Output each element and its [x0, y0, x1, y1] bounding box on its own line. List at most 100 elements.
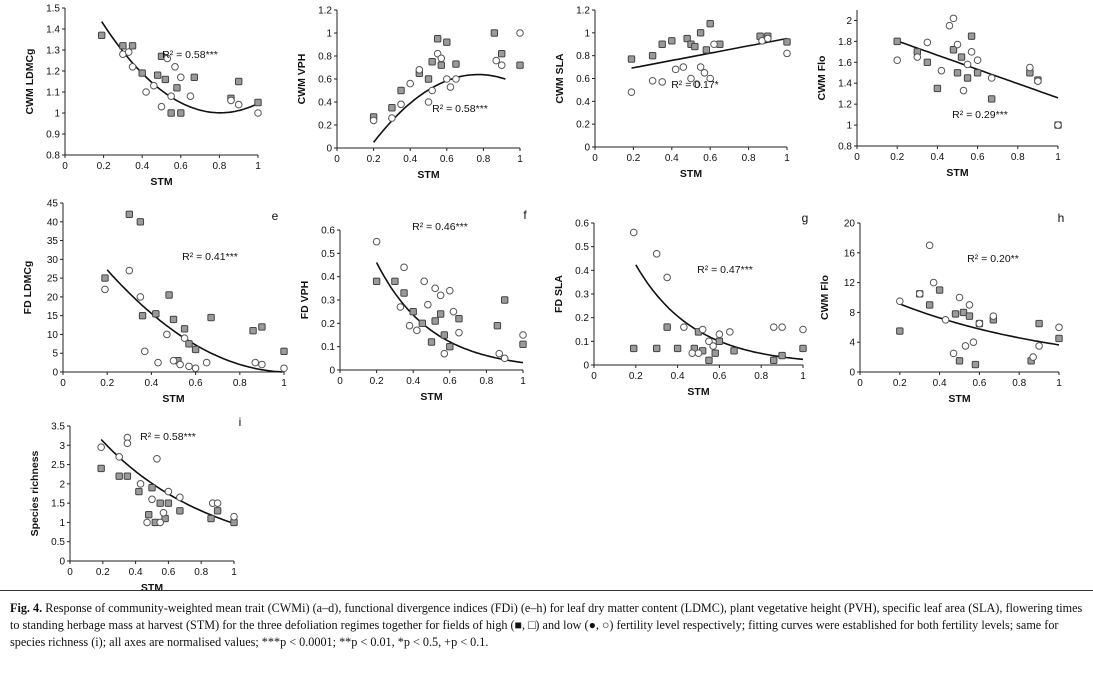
y-tick-label: 0.5: [575, 242, 589, 253]
data-point-square: [424, 75, 433, 83]
y-tick-label: 1.8: [838, 37, 852, 48]
data-point-circle: [671, 65, 680, 74]
data-point-circle: [185, 362, 193, 371]
data-point-square: [925, 301, 934, 309]
x-axis-label: STM: [162, 393, 184, 405]
data-point-square: [702, 46, 711, 54]
data-point-square: [519, 340, 527, 349]
y-tick-label: 1: [59, 518, 65, 529]
chart-h-svg: 0 0.2 0.4 0.6 0.8 1 0 4 8 12 16 20 STM CWM Flo R² = 0.…: [819, 211, 1064, 405]
x-tick-label: 1: [1056, 378, 1062, 389]
y-tick-label: 12: [844, 278, 856, 289]
y-tick-label: 1.2: [576, 6, 590, 17]
data-point-circle: [428, 86, 436, 95]
data-point-square: [135, 487, 143, 496]
data-point-circle: [258, 360, 266, 369]
data-point-circle: [97, 443, 105, 452]
data-point-circle: [136, 480, 145, 488]
chart-d-svg: 0 0.2 0.4 0.6 0.8 1 0.8 1 1.2 1.4 1.6 1.8 2 STM CWM Fl…: [816, 10, 1062, 179]
data-point-square: [440, 331, 449, 339]
x-tick-label: 0.8: [1011, 152, 1025, 163]
x-tick-label: 0.6: [161, 567, 175, 578]
trend-line: [372, 73, 506, 143]
y-tick-label: 5: [52, 349, 58, 360]
panel-c: 0 0.2 0.4 0.6 0.8 1 0 0.2 0.4 0.6 0.8 1 1.2 STM CWM SL…: [550, 0, 805, 195]
data-point-square: [715, 337, 724, 346]
data-point-square: [923, 58, 932, 67]
y-tick-label: 0.4: [576, 97, 590, 108]
data-point-square: [97, 31, 106, 39]
data-point-circle: [893, 56, 901, 65]
y-tick-label: 0.6: [576, 74, 590, 85]
data-point-square: [443, 38, 451, 46]
data-point-circle: [142, 88, 150, 96]
data-point-circle: [953, 40, 962, 49]
y-tick-label: 0: [849, 368, 855, 379]
data-point-square: [663, 323, 671, 331]
data-point-circle: [705, 337, 713, 346]
data-point-square: [493, 321, 502, 330]
trend-line: [101, 21, 259, 114]
r-squared-label: R² = 0.29***: [952, 109, 1008, 121]
data-point-circle: [648, 76, 657, 85]
y-tick-label: 0.6: [575, 219, 589, 230]
y-tick-label: 2: [846, 16, 852, 27]
x-tick-label: 0.6: [440, 154, 454, 165]
data-point-square: [180, 325, 189, 333]
x-axis-label: STM: [141, 582, 163, 594]
x-tick-label: 0.4: [671, 371, 685, 382]
r-squared-label: R² = 0.58***: [162, 49, 218, 61]
y-tick-label: 0: [329, 366, 335, 377]
data-point-square: [125, 210, 133, 218]
chart-a-svg: 0 0.2 0.4 0.6 0.8 1 0.8 0.9 1 1.1 1.2 1.3 1.4 1.5 STM C…: [24, 4, 262, 188]
data-point-circle: [455, 328, 463, 337]
y-tick-label: 1.5: [46, 4, 60, 15]
data-point-square: [436, 310, 445, 318]
y-tick-label: 0: [52, 368, 58, 379]
x-tick-label: 0.8: [233, 378, 247, 389]
x-tick-label: 0.2: [100, 378, 114, 389]
y-tick-label: 0.2: [576, 120, 590, 131]
data-point-circle: [915, 289, 924, 298]
x-tick-label: 0.2: [629, 371, 643, 382]
data-point-circle: [495, 349, 504, 358]
data-point-square: [254, 98, 262, 107]
data-point-circle: [1026, 63, 1034, 72]
data-point-square: [778, 351, 786, 360]
data-point-circle: [400, 263, 408, 272]
y-tick-label: 0: [583, 361, 589, 372]
data-point-square: [799, 344, 807, 353]
data-point-circle: [769, 323, 778, 331]
x-axis-label: STM: [948, 393, 970, 405]
data-point-circle: [213, 499, 222, 507]
data-point-circle: [715, 330, 724, 339]
data-point-circle: [658, 78, 666, 86]
data-point-circle: [372, 237, 381, 246]
y-tick-label: 0.9: [46, 130, 60, 141]
x-axis-label: STM: [946, 167, 968, 179]
data-point-circle: [929, 278, 938, 287]
data-point-circle: [101, 285, 109, 294]
x-tick-label: 0.6: [971, 152, 985, 163]
data-point-circle: [778, 323, 786, 331]
data-point-square: [987, 95, 996, 103]
data-point-square: [959, 308, 968, 317]
r-squared-label: R² = 0.17*: [671, 79, 719, 91]
data-point-circle: [396, 303, 405, 311]
data-point-square: [249, 326, 257, 335]
data-point-circle: [177, 73, 185, 82]
panel-a: 0 0.2 0.4 0.6 0.8 1 0.8 0.9 1 1.1 1.2 1.3 1.4 1.5 STM C…: [0, 0, 275, 195]
data-point-circle: [497, 61, 506, 69]
data-point-circle: [171, 63, 179, 71]
data-point-circle: [254, 109, 262, 117]
data-point-circle: [159, 508, 168, 517]
trend-line: [635, 264, 804, 361]
x-tick-label: 0.6: [703, 153, 717, 164]
data-point-square: [119, 42, 127, 50]
y-axis-label: FD VPH: [299, 281, 311, 320]
panel-b: 0 0.2 0.4 0.6 0.8 1 0 0.2 0.4 0.6 0.8 1 1.2 STM CWM VP…: [285, 0, 540, 195]
trend-line: [106, 269, 282, 373]
data-point-circle: [169, 356, 178, 365]
data-point-circle: [149, 81, 158, 90]
